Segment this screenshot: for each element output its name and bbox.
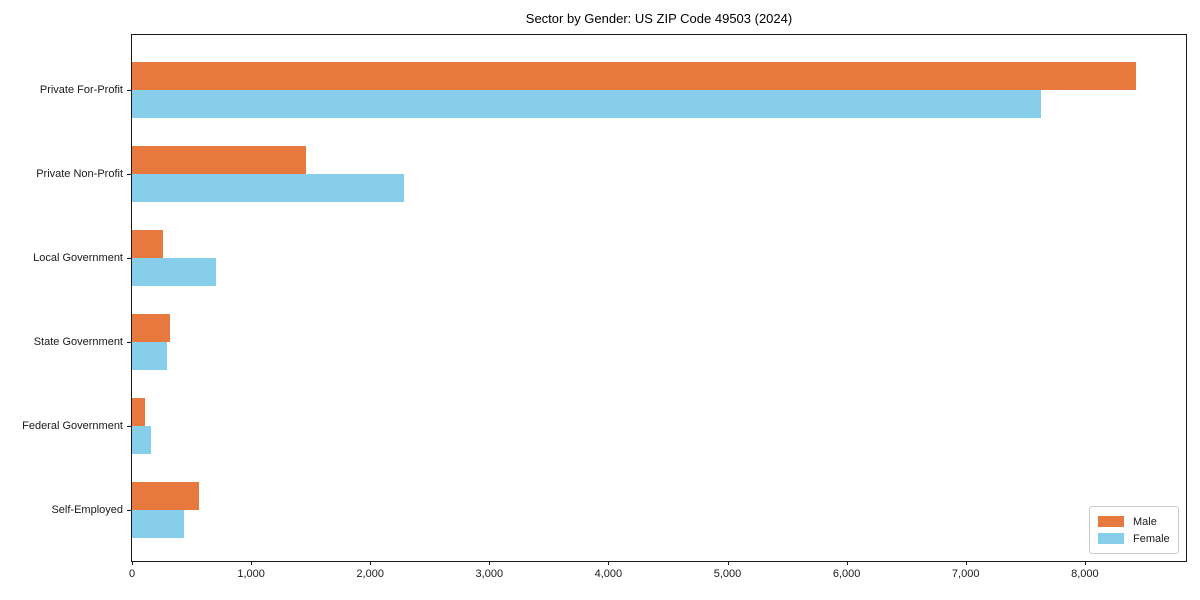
xtick-mark: [132, 561, 133, 565]
xtick-mark: [1084, 561, 1086, 565]
xtick-mark: [608, 561, 610, 565]
xtick-label-5000: 5,000: [713, 568, 742, 580]
xtick-mark: [251, 561, 253, 565]
ytick-label-private-for-profit: Private For-Profit: [39, 83, 123, 96]
xtick-label-7000: 7,000: [951, 568, 980, 580]
ytick-mark: [127, 509, 131, 511]
bar-male-self-employed: [132, 481, 200, 510]
xtick-label-3000: 3,000: [475, 568, 504, 580]
xtick-label-1000: 1,000: [237, 568, 265, 580]
bar-female-self-employed: [132, 509, 185, 538]
plot-area: Private For-Profit Private Non-Profit Loca…: [22, 34, 1187, 580]
legend-swatch-male: [1098, 516, 1124, 527]
bar-female-federal-government: [132, 425, 151, 454]
ytick-label-federal-government: Federal Government: [22, 419, 123, 432]
bar-female-private-for-profit: [132, 89, 1041, 118]
ytick-mark: [127, 89, 131, 91]
legend: Male Female: [1089, 506, 1179, 554]
legend-swatch-female: [1098, 533, 1124, 544]
legend-label-female: Female: [1133, 532, 1170, 545]
bar-male-federal-government: [132, 397, 145, 426]
ytick-label-local-government: Local Government: [33, 251, 123, 264]
ytick-label-state-government: State Government: [33, 335, 123, 348]
xtick-label-2000: 2,000: [356, 568, 384, 580]
bar-male-local-government: [132, 229, 163, 258]
legend-entry-male: Male: [1098, 513, 1170, 530]
xtick-mark: [965, 561, 967, 565]
xtick-label-0: 0: [128, 568, 136, 580]
bar-male-state-government: [132, 313, 170, 342]
xtick-mark: [727, 561, 729, 565]
xtick-mark: [370, 561, 372, 565]
bar-male-private-for-profit: [132, 61, 1137, 90]
bar-male-private-non-profit: [132, 145, 306, 174]
ytick-label-self-employed: Self-Employed: [51, 503, 123, 516]
ytick-mark: [127, 257, 131, 259]
xtick-label-8000: 8,000: [1071, 568, 1099, 580]
ytick-mark: [127, 425, 131, 427]
ytick-label-private-non-profit: Private Non-Profit: [36, 167, 123, 180]
bar-female-local-government: [132, 257, 216, 286]
ytick-mark: [127, 341, 131, 343]
xtick-mark: [489, 561, 491, 565]
ytick-mark: [127, 173, 131, 175]
bar-female-private-non-profit: [132, 173, 404, 202]
xtick-label-6000: 6,000: [832, 568, 861, 580]
bar-female-state-government: [132, 341, 168, 370]
chart-title: Sector by Gender: US ZIP Code 49503 (202…: [525, 11, 793, 26]
legend-entry-female: Female: [1098, 530, 1170, 547]
legend-label-male: Male: [1133, 515, 1157, 528]
xtick-mark: [846, 561, 848, 565]
xtick-label-4000: 4,000: [594, 568, 623, 580]
